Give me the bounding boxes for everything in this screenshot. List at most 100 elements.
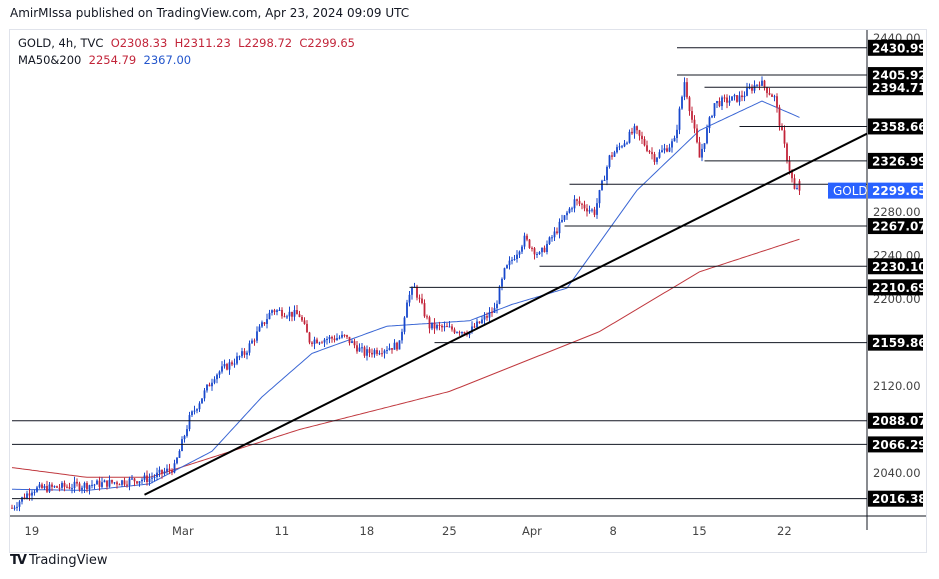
candle-body — [593, 209, 596, 215]
x-tick-label: 11 — [275, 524, 290, 538]
candle-body — [218, 371, 221, 375]
candle-body — [443, 326, 446, 328]
candle-body — [746, 88, 748, 96]
candle-body — [313, 339, 316, 344]
high-value: H2311.23 — [174, 36, 231, 50]
candle-body — [326, 339, 328, 341]
candle-body — [56, 486, 58, 488]
candle-body — [706, 128, 708, 144]
candle-body — [681, 96, 683, 109]
candle-body — [398, 340, 401, 350]
candle-body — [688, 97, 691, 112]
candle-body — [343, 334, 346, 336]
candle-body — [481, 319, 483, 324]
candle-body — [61, 482, 63, 488]
y-tick-label: 2120.00 — [873, 379, 921, 393]
chart-frame — [9, 29, 927, 553]
candle-body — [743, 95, 746, 98]
candle-body — [588, 210, 591, 212]
candle-body — [516, 254, 518, 260]
candle-body — [241, 351, 243, 357]
candle-body — [568, 208, 571, 213]
candle-body — [351, 341, 353, 344]
candle-body — [226, 363, 228, 370]
candle-body — [496, 303, 498, 309]
candle-body — [708, 117, 711, 129]
ma-label: MA50&200 — [18, 53, 82, 67]
candle-body — [128, 478, 131, 486]
candle-body — [381, 353, 383, 355]
level-label: 2088.07 — [872, 414, 927, 428]
candle-body — [408, 294, 411, 303]
candle-body — [621, 146, 623, 148]
candle-body — [461, 331, 463, 334]
candle-body — [211, 382, 213, 387]
candle-body — [58, 487, 61, 489]
candle-body — [508, 260, 511, 266]
candle-body — [673, 138, 676, 142]
x-tick-label: 19 — [25, 524, 40, 538]
candle-body — [323, 339, 326, 343]
candle-body — [341, 334, 343, 338]
candle-body — [238, 356, 241, 358]
candle-body — [653, 154, 656, 162]
candle-body — [221, 366, 223, 372]
level-label: 2405.92 — [872, 69, 927, 83]
candle-body — [106, 480, 108, 487]
candle-body — [273, 310, 276, 313]
candle-body — [363, 347, 366, 356]
candle-body — [606, 166, 608, 180]
candle-body — [756, 84, 758, 86]
candle-body — [598, 190, 601, 204]
candle-body — [13, 507, 16, 509]
candle-body — [51, 484, 53, 487]
candle-body — [278, 309, 281, 311]
ma50-value: 2367.00 — [143, 53, 192, 67]
candle-body — [233, 363, 236, 365]
candle-body — [348, 336, 351, 344]
candle-body — [73, 481, 76, 489]
candle-body — [728, 100, 731, 103]
candle-body — [283, 316, 286, 318]
candle-body — [473, 326, 476, 328]
candle-body — [216, 374, 218, 380]
candle-body — [446, 326, 448, 328]
candle-body — [186, 429, 188, 436]
candle-body — [178, 451, 181, 458]
candle-body — [166, 468, 168, 472]
candle-body — [661, 150, 663, 153]
candle-body — [646, 145, 648, 151]
candle-body — [613, 152, 616, 157]
candle-body — [533, 248, 536, 255]
candle-body — [793, 178, 796, 189]
candle-body — [636, 126, 638, 131]
candle-body — [703, 143, 706, 149]
candle-body — [203, 390, 206, 399]
candle-body — [228, 362, 231, 370]
published-caption: AmirMIssa published on TradingView.com, … — [10, 6, 410, 20]
candle-body — [261, 322, 263, 327]
candle-body — [358, 347, 361, 352]
candle-body — [306, 323, 308, 333]
candle-body — [698, 142, 701, 158]
candle-body — [63, 482, 66, 487]
candle-body — [126, 484, 128, 486]
candle-body — [776, 96, 778, 108]
candle-body — [426, 316, 428, 318]
candle-body — [736, 95, 738, 102]
candle-body — [361, 347, 363, 349]
symbol-info: GOLD, 4h, TVC — [18, 36, 104, 50]
candle-body — [403, 317, 406, 332]
level-label-bg — [868, 334, 923, 351]
candle-body — [716, 100, 718, 104]
candle-body — [383, 350, 386, 354]
candle-body — [738, 95, 741, 102]
candle-body — [591, 209, 593, 211]
candle-body — [113, 482, 116, 484]
candle-body — [296, 310, 298, 315]
candle-body — [521, 246, 523, 252]
candle-body — [453, 329, 456, 333]
candle-body — [118, 484, 121, 486]
candle-body — [498, 286, 501, 304]
